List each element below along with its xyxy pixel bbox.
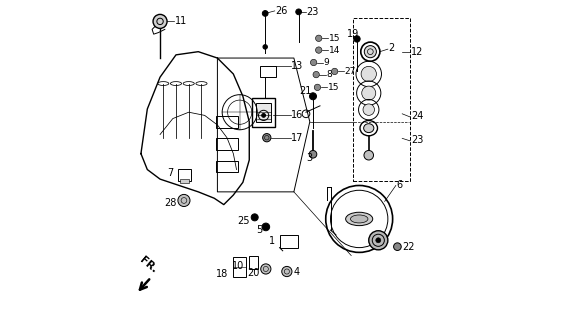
Bar	[178, 169, 191, 181]
Circle shape	[153, 14, 167, 28]
Circle shape	[313, 71, 319, 78]
Circle shape	[354, 36, 360, 42]
Circle shape	[316, 35, 322, 42]
Text: 19: 19	[347, 29, 359, 39]
Bar	[233, 257, 246, 277]
Circle shape	[251, 214, 258, 221]
Text: 10: 10	[232, 261, 244, 271]
Circle shape	[310, 59, 317, 66]
Text: 3: 3	[306, 153, 313, 164]
Bar	[216, 138, 238, 150]
Text: 25: 25	[237, 216, 250, 226]
Text: 5: 5	[256, 225, 262, 236]
Text: 28: 28	[164, 198, 177, 208]
Circle shape	[375, 238, 381, 243]
Text: 8: 8	[327, 70, 332, 79]
Text: 21: 21	[299, 85, 312, 96]
Text: 2: 2	[389, 44, 395, 53]
Circle shape	[262, 223, 270, 231]
Text: 17: 17	[292, 133, 304, 143]
Text: 23: 23	[306, 7, 319, 17]
Text: 20: 20	[248, 268, 260, 278]
Text: 16: 16	[292, 110, 304, 120]
Bar	[216, 116, 238, 127]
Text: 1: 1	[269, 236, 275, 246]
Bar	[216, 161, 238, 172]
Text: FR.: FR.	[137, 255, 159, 275]
Circle shape	[309, 150, 317, 158]
Text: 4: 4	[293, 267, 300, 277]
Text: 18: 18	[216, 269, 228, 279]
Text: 15: 15	[329, 34, 340, 43]
Circle shape	[260, 264, 271, 274]
Ellipse shape	[346, 212, 373, 226]
Text: 9: 9	[324, 58, 329, 67]
Text: 23: 23	[411, 135, 423, 145]
Circle shape	[262, 11, 268, 16]
Bar	[248, 256, 258, 269]
Bar	[180, 179, 189, 183]
Ellipse shape	[363, 124, 374, 132]
Circle shape	[316, 47, 322, 53]
Bar	[256, 103, 271, 123]
Text: 15: 15	[328, 83, 339, 92]
Circle shape	[282, 267, 292, 276]
Text: 26: 26	[275, 6, 288, 16]
Circle shape	[369, 231, 388, 250]
Bar	[252, 98, 275, 126]
Text: 6: 6	[397, 180, 402, 190]
Circle shape	[263, 133, 271, 142]
Text: 13: 13	[292, 61, 304, 71]
Circle shape	[178, 195, 190, 206]
Circle shape	[263, 45, 267, 49]
Circle shape	[331, 68, 338, 75]
Text: 14: 14	[329, 45, 340, 55]
Text: 7: 7	[167, 168, 174, 178]
Circle shape	[262, 114, 266, 117]
Bar	[353, 18, 410, 181]
Ellipse shape	[365, 46, 377, 58]
Bar	[279, 235, 298, 248]
Ellipse shape	[350, 215, 368, 223]
Ellipse shape	[361, 66, 377, 82]
Circle shape	[394, 243, 401, 251]
Text: 11: 11	[175, 16, 187, 27]
Ellipse shape	[363, 104, 374, 116]
Circle shape	[296, 9, 301, 15]
Circle shape	[315, 84, 321, 91]
Circle shape	[364, 150, 374, 160]
Text: 12: 12	[411, 47, 423, 57]
Text: 24: 24	[411, 111, 423, 121]
Text: 27: 27	[345, 67, 356, 76]
Circle shape	[309, 93, 316, 100]
Ellipse shape	[362, 86, 375, 100]
Bar	[260, 66, 275, 76]
Text: 22: 22	[402, 242, 415, 252]
